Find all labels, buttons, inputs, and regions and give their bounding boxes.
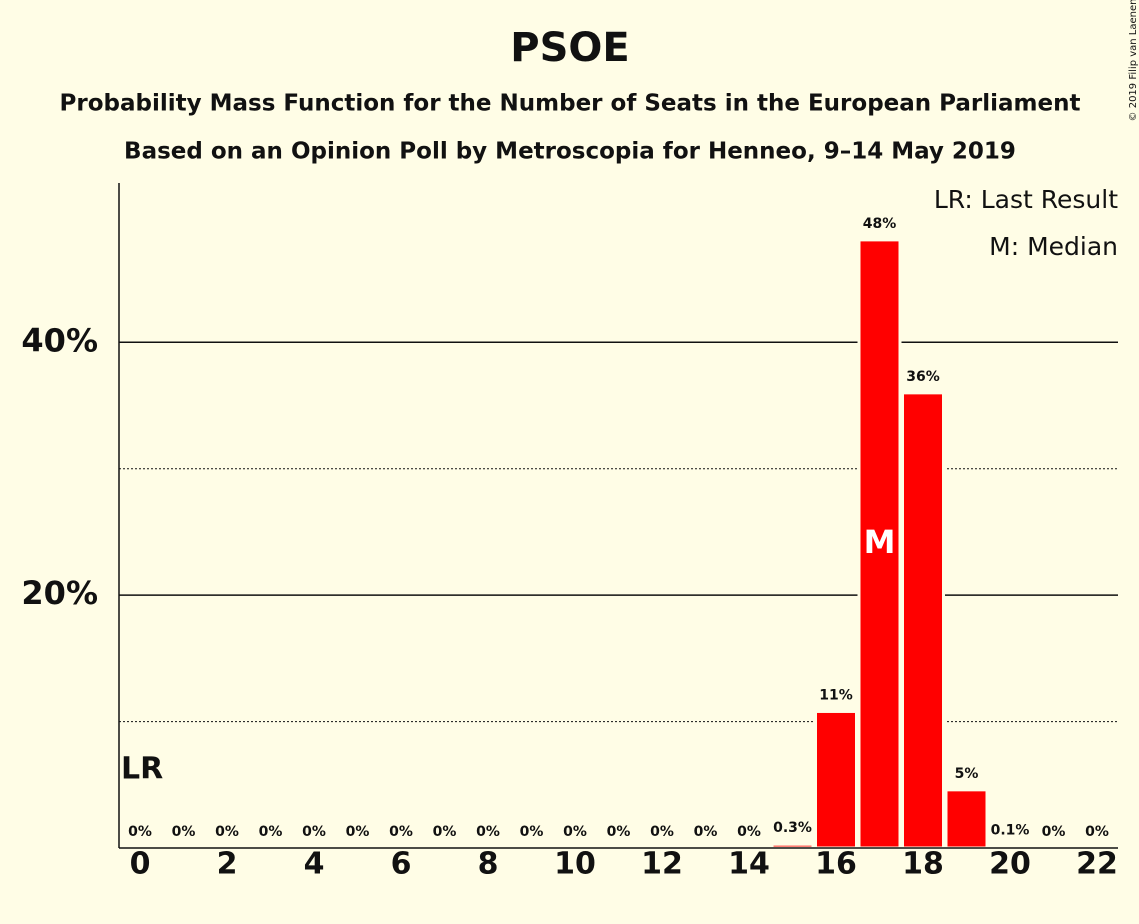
- value-label: 0%: [694, 824, 718, 840]
- value-label: 0%: [128, 824, 152, 840]
- chart-title: PSOE: [510, 25, 629, 71]
- x-tick-label: 18: [902, 847, 944, 882]
- value-label: 0%: [346, 824, 370, 840]
- chart-subtitle: Probability Mass Function for the Number…: [60, 91, 1081, 117]
- value-label: 36%: [906, 369, 940, 385]
- x-tick-label: 22: [1076, 847, 1118, 882]
- value-label: 48%: [863, 216, 897, 232]
- x-tick-label: 16: [815, 847, 857, 882]
- y-tick-label: 20%: [21, 574, 98, 612]
- value-label: 5%: [955, 766, 979, 782]
- x-tick-label: 10: [554, 847, 596, 882]
- legend-entry: LR: Last Result: [934, 185, 1118, 214]
- x-tick-label: 4: [304, 847, 325, 882]
- bar: [814, 709, 858, 850]
- value-label: 0%: [650, 824, 674, 840]
- y-tick-label: 40%: [21, 321, 98, 359]
- value-label: 0%: [433, 824, 457, 840]
- value-label: 0%: [737, 824, 761, 840]
- value-label: 0.3%: [773, 820, 812, 836]
- x-tick-label: 0: [130, 847, 151, 882]
- legend-entry: M: Median: [989, 232, 1118, 261]
- x-tick-label: 8: [478, 847, 499, 882]
- x-tick-label: 2: [217, 847, 238, 882]
- x-tick-label: 12: [641, 847, 683, 882]
- chart-subtitle: Based on an Opinion Poll by Metroscopia …: [124, 139, 1016, 165]
- x-tick-label: 20: [989, 847, 1031, 882]
- value-label: 0%: [1042, 824, 1066, 840]
- value-label: 0%: [607, 824, 631, 840]
- value-label: 0%: [389, 824, 413, 840]
- value-label: 0%: [476, 824, 500, 840]
- median-marker: M: [864, 523, 896, 561]
- value-label: 0%: [172, 824, 196, 840]
- value-label: 0.1%: [991, 823, 1030, 839]
- value-label: 0%: [259, 824, 283, 840]
- value-label: 0%: [520, 824, 544, 840]
- credit: © 2019 Filip van Laenen: [1128, 0, 1139, 121]
- bar: [944, 788, 989, 850]
- value-label: 11%: [819, 687, 853, 703]
- value-label: 0%: [563, 824, 587, 840]
- bar: [901, 391, 945, 850]
- x-tick-label: 6: [391, 847, 412, 882]
- bar: [857, 238, 902, 850]
- last-result-marker: LR: [121, 752, 163, 787]
- value-label: 0%: [302, 824, 326, 840]
- x-tick-label: 14: [728, 847, 770, 882]
- value-label: 0%: [215, 824, 239, 840]
- value-label: 0%: [1085, 824, 1109, 840]
